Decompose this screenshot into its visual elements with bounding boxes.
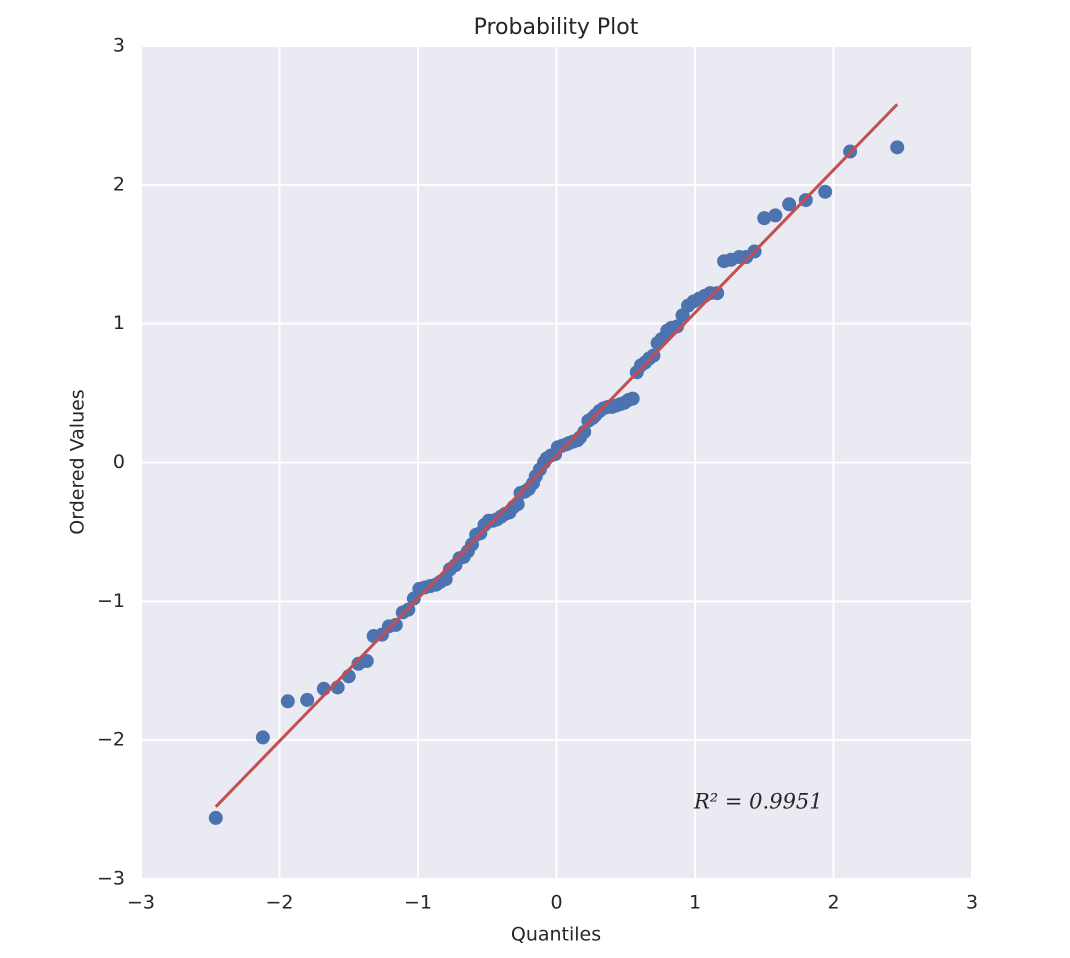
marks — [208, 103, 905, 825]
x-tick-label: −2 — [265, 892, 293, 914]
x-tick-label: 3 — [966, 892, 978, 914]
y-tick-label: 1 — [113, 312, 125, 334]
fit-line — [214, 103, 899, 808]
point — [710, 286, 725, 301]
x-tick-label: −3 — [127, 892, 155, 914]
point — [782, 197, 797, 212]
y-tick-label: −2 — [97, 729, 125, 751]
point — [255, 730, 270, 745]
point — [300, 692, 315, 707]
y-tick-label: −3 — [97, 868, 125, 890]
x-tick-label: −1 — [404, 892, 432, 914]
annotation: R² = 0.9951 — [693, 790, 823, 814]
point — [388, 617, 403, 632]
x-axis-label: Quantiles — [511, 924, 601, 946]
x-tick-label: 1 — [689, 892, 701, 914]
chart-title: Probability Plot — [474, 15, 639, 40]
x-tick-label: 2 — [827, 892, 839, 914]
point — [208, 810, 223, 825]
y-tick-label: 0 — [113, 451, 125, 473]
point — [818, 184, 833, 199]
point — [280, 694, 295, 709]
point — [768, 208, 783, 223]
y-tick-label: 2 — [113, 173, 125, 195]
point — [359, 654, 374, 669]
y-tick-label: −1 — [97, 590, 125, 612]
point — [757, 211, 772, 226]
point — [625, 391, 640, 406]
point — [890, 140, 905, 155]
x-tick-label: 0 — [550, 892, 562, 914]
point — [669, 319, 684, 334]
y-axis-label: Ordered Values — [67, 389, 89, 534]
y-tick-label: 3 — [113, 35, 125, 57]
